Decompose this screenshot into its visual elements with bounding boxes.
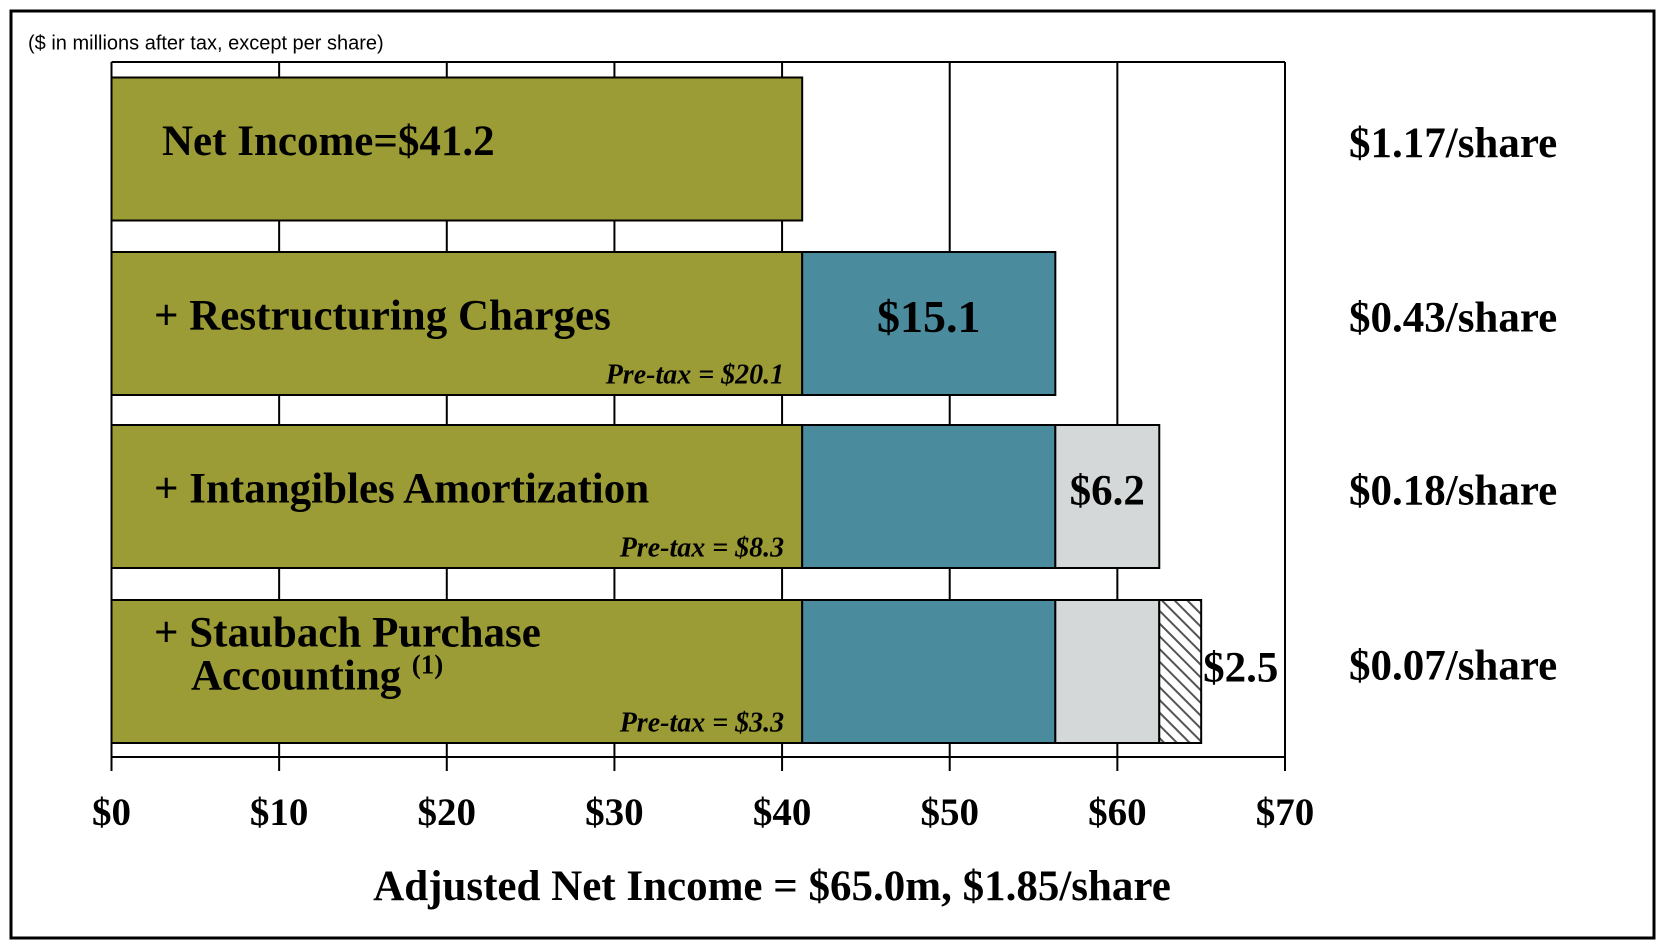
pretax-label: Pre-tax = $3.3 [619, 707, 785, 738]
bar-segment [110, 251, 804, 396]
per-share-label: $0.43/share [1349, 294, 1557, 341]
bar-segment [110, 424, 804, 569]
footnote-marker: (1) [412, 650, 443, 680]
data-label: $6.2 [1070, 467, 1145, 514]
category-label: Net Income=$41.2 [162, 118, 495, 165]
x-tick-label: $60 [1088, 791, 1147, 834]
pretax-label: Pre-tax = $8.3 [619, 532, 785, 563]
x-tick-label: $0 [92, 791, 131, 834]
category-label: Accounting [191, 652, 402, 699]
x-axis-label: Adjusted Net Income = $65.0m, $1.85/shar… [373, 863, 1171, 910]
x-tick-label: $10 [250, 791, 309, 834]
bar-segment [110, 599, 804, 744]
category-label: + Intangibles Amortization [154, 465, 649, 512]
bar-segment [801, 599, 1057, 744]
bar-segment [1054, 424, 1161, 569]
data-label: $15.1 [877, 291, 981, 342]
x-tick-label: $70 [1256, 791, 1315, 834]
x-tick-label: $30 [585, 791, 644, 834]
category-label: + Restructuring Charges [154, 292, 611, 339]
x-tick-label: $40 [753, 791, 812, 834]
frame [9, 9, 1656, 940]
bar-segment [801, 424, 1057, 569]
bar-segment [801, 251, 1057, 396]
bar-segment [1054, 599, 1161, 744]
x-tick-label: $50 [920, 791, 979, 834]
subtitle: ($ in millions after tax, except per sha… [28, 32, 384, 54]
per-share-label: $0.18/share [1349, 467, 1557, 514]
data-label: $2.5 [1203, 644, 1278, 691]
per-share-label: $1.17/share [1349, 120, 1557, 167]
bar-segment [1158, 599, 1203, 744]
x-tick-label: $20 [418, 791, 477, 834]
bar-segment [110, 76, 804, 222]
per-share-label: $0.07/share [1349, 642, 1557, 689]
pretax-label: Pre-tax = $20.1 [605, 359, 785, 390]
category-label: + Staubach Purchase [154, 609, 541, 656]
